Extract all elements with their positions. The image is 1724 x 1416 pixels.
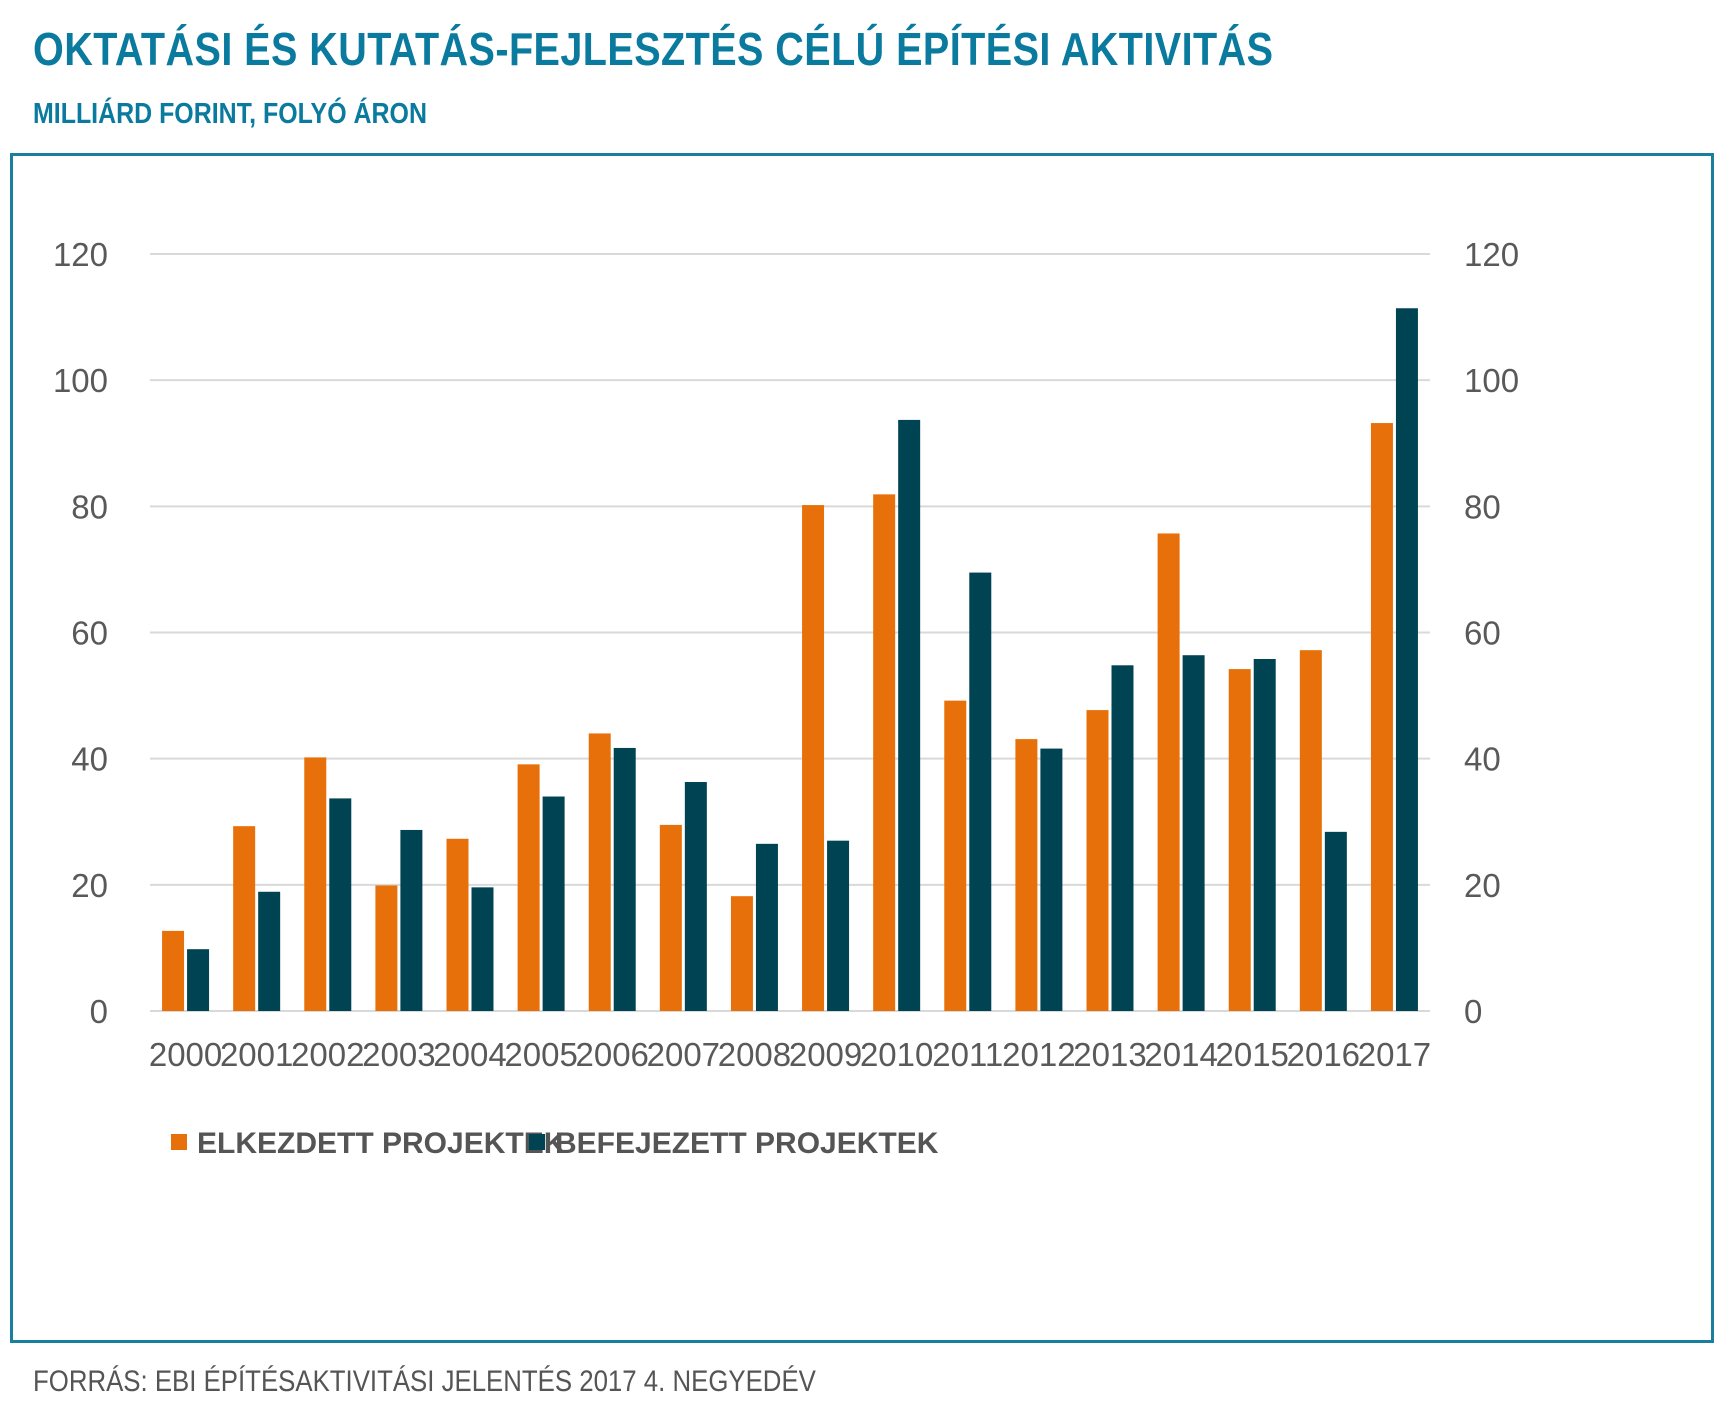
bar-elkezdett (162, 930, 185, 1011)
bar-elkezdett (446, 838, 469, 1011)
x-tick-label: 2012 (1002, 1036, 1075, 1073)
bar-elkezdett (1086, 710, 1109, 1011)
y-tick-label-left: 0 (90, 993, 108, 1030)
bar-befejezett (258, 891, 281, 1011)
x-tick-label: 2001 (220, 1036, 293, 1073)
y-tick-label-left: 60 (71, 615, 108, 652)
bar-elkezdett (1228, 669, 1251, 1011)
bar-befejezett (542, 796, 565, 1011)
bar-elkezdett (944, 700, 967, 1011)
y-tick-label-right: 60 (1464, 615, 1501, 652)
bar-befejezett (329, 798, 352, 1011)
bar-befejezett (471, 887, 494, 1011)
bar-elkezdett (304, 757, 327, 1011)
y-tick-label-right: 40 (1464, 741, 1501, 778)
y-tick-label-right: 120 (1464, 236, 1519, 273)
y-tick-label-right: 0 (1464, 993, 1482, 1030)
bar-elkezdett (1157, 533, 1180, 1011)
x-tick-label: 2005 (504, 1036, 577, 1073)
y-tick-label-right: 100 (1464, 362, 1519, 399)
bar-elkezdett (517, 764, 540, 1011)
bar-befejezett (898, 419, 921, 1011)
x-tick-label: 2003 (362, 1036, 435, 1073)
bar-befejezett (969, 572, 992, 1011)
x-tick-label: 2014 (1144, 1036, 1217, 1073)
x-tick-label: 2002 (291, 1036, 364, 1073)
bar-elkezdett (873, 494, 896, 1011)
bar-befejezett (755, 843, 778, 1011)
bar-befejezett (613, 747, 636, 1011)
chart-frame: 0 0 20 20 40 40 60 60 80 80 100 100 120 120 2000 2001 20… (10, 153, 1714, 1343)
x-tick-label: 2007 (647, 1036, 720, 1073)
legend-label: ELKEZDETT PROJEKTEK (197, 1127, 566, 1160)
y-tick-label-right: 20 (1464, 867, 1501, 904)
x-tick-label: 2011 (932, 1036, 1003, 1073)
y-tick-label-left: 100 (53, 362, 108, 399)
bar-befejezett (400, 829, 423, 1011)
y-tick-label-left: 120 (53, 236, 108, 273)
bar-befejezett (187, 949, 210, 1011)
bar-befejezett (1040, 748, 1063, 1011)
legend-swatch (171, 1134, 187, 1150)
bar-befejezett (1253, 658, 1276, 1011)
bar-elkezdett (730, 896, 753, 1011)
y-tick-label-left: 20 (71, 867, 108, 904)
y-tick-label-left: 80 (71, 488, 108, 525)
x-tick-label: 2009 (789, 1036, 862, 1073)
legend-label: BEFEJEZETT PROJEKTEK (555, 1127, 939, 1160)
bar-elkezdett (1299, 650, 1322, 1011)
y-tick-label-right: 80 (1464, 488, 1501, 525)
bar-befejezett (684, 782, 707, 1011)
x-tick-label: 2016 (1287, 1036, 1360, 1073)
bar-elkezdett (1370, 423, 1393, 1011)
x-tick-label: 2008 (718, 1036, 791, 1073)
chart-subtitle: MILLIÁRD FORINT, FOLYÓ ÁRON (33, 98, 427, 130)
x-tick-label: 2006 (576, 1036, 649, 1073)
bar-elkezdett (375, 885, 398, 1011)
x-tick-label: 2017 (1358, 1036, 1431, 1073)
bar-elkezdett (233, 826, 256, 1011)
bar-befejezett (1111, 665, 1134, 1011)
y-tick-label-left: 40 (71, 741, 108, 778)
bar-befejezett (1324, 831, 1347, 1011)
bar-befejezett (827, 840, 850, 1011)
bar-elkezdett (802, 505, 825, 1011)
bar-befejezett (1395, 308, 1418, 1011)
bar-elkezdett (1015, 739, 1038, 1011)
source-note: FORRÁS: EBI ÉPÍTÉSAKTIVITÁSI JELENTÉS 20… (33, 1365, 816, 1398)
legend-swatch (529, 1134, 545, 1150)
bar-befejezett (1182, 655, 1205, 1011)
bar-elkezdett (659, 824, 682, 1011)
x-tick-label: 2004 (433, 1036, 506, 1073)
x-tick-label: 2015 (1216, 1036, 1289, 1073)
x-tick-label: 2013 (1073, 1036, 1146, 1073)
bar-elkezdett (588, 733, 611, 1011)
chart-title: OKTATÁSI ÉS KUTATÁS-FEJLESZTÉS CÉLÚ ÉPÍT… (33, 23, 1274, 75)
x-tick-label: 2010 (860, 1036, 933, 1073)
x-tick-label: 2000 (149, 1036, 222, 1073)
